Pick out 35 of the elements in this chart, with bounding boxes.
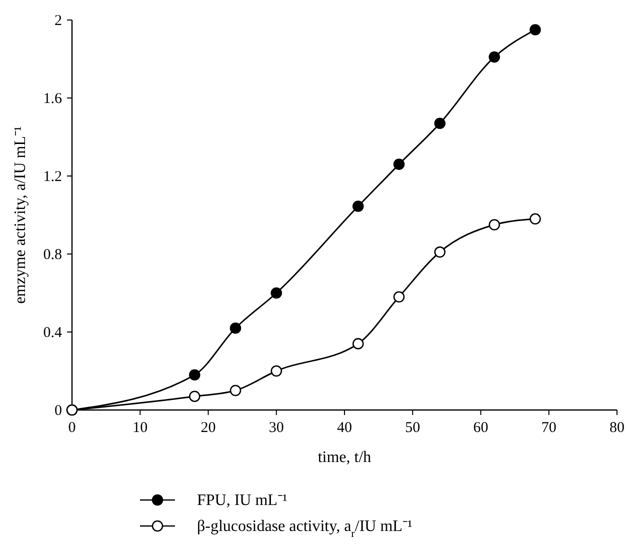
point [393,158,405,170]
x-tick-label: 20 [200,420,216,436]
point [188,390,200,402]
x-axis-title: time, t/h [318,449,372,466]
point [434,246,446,258]
y-tick-label: 1.2 [43,169,62,185]
x-tick-label: 40 [337,420,352,436]
point [230,322,242,334]
x-tick-label: 10 [132,420,148,436]
y-axis-title: emzyme activity, a/IU mL⁻¹ [12,126,29,304]
point [270,365,282,377]
x-tick-label: 70 [541,420,556,436]
point [530,213,541,225]
point [434,118,446,129]
point [530,24,541,36]
legend-label: FPU, IU mL⁻¹ [197,492,288,509]
point [488,219,500,230]
y-tick-label: 0.8 [43,247,62,263]
point [230,384,242,396]
x-tick-label: 50 [405,420,420,436]
point [270,287,282,299]
x-tick-label: 0 [68,420,76,436]
y-tick-label: 0.4 [43,325,62,341]
point [352,338,364,350]
y-tick-label: 0 [54,403,62,419]
x-tick-label: 60 [473,420,488,436]
x-tick-label: 30 [268,420,284,436]
y-tick-label: 2 [54,13,62,29]
y-tick-label: 1.6 [43,91,62,107]
legend-label: β-glucosidase activity, a$_{r}$/IU mL⁻¹ [197,518,412,540]
point [488,51,500,63]
point [352,200,364,212]
point [393,291,405,303]
point [188,369,200,381]
x-tick-label: 80 [610,420,624,436]
